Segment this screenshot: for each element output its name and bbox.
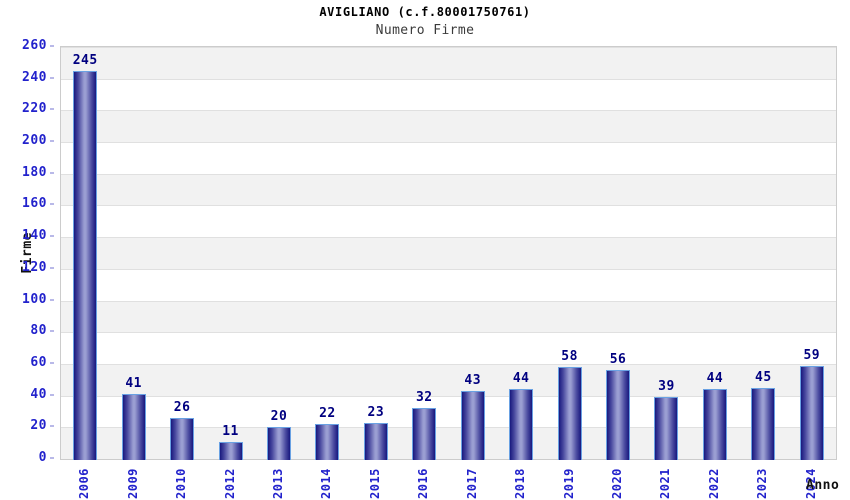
y-tick-label: 60 bbox=[30, 354, 47, 370]
x-tick-label: 2022 bbox=[706, 468, 721, 499]
y-tick-mark bbox=[50, 361, 54, 364]
bar bbox=[412, 408, 437, 460]
y-tick-label: 200 bbox=[22, 133, 47, 149]
y-tick-mark bbox=[50, 266, 54, 269]
x-tick-label: 2018 bbox=[513, 468, 528, 499]
bar bbox=[799, 365, 824, 460]
x-tick-label: 2020 bbox=[610, 468, 625, 499]
gridline bbox=[61, 332, 836, 334]
bar-value-label: 245 bbox=[72, 52, 98, 68]
x-tick-label: 2014 bbox=[319, 468, 334, 499]
bar-value-label: 44 bbox=[512, 371, 530, 387]
gridline bbox=[61, 205, 836, 207]
bar bbox=[266, 427, 291, 460]
bar-value-label: 58 bbox=[561, 349, 578, 365]
y-tick-mark bbox=[50, 425, 54, 428]
bar-value-label: 45 bbox=[755, 369, 772, 385]
gridline bbox=[61, 427, 836, 429]
bar bbox=[170, 417, 195, 460]
plot-band bbox=[61, 173, 836, 206]
bar-value-label: 20 bbox=[270, 409, 288, 425]
gridline bbox=[61, 268, 836, 270]
plot-band bbox=[61, 300, 836, 333]
y-tick-label: 80 bbox=[30, 323, 47, 339]
bar-value-label: 43 bbox=[464, 372, 482, 388]
y-tick-label: 140 bbox=[22, 228, 47, 244]
bar-value-label: 26 bbox=[173, 399, 191, 415]
bar-value-label: 44 bbox=[706, 371, 724, 387]
bar bbox=[702, 389, 727, 460]
gridline bbox=[61, 142, 836, 144]
y-tick-label: 260 bbox=[22, 38, 47, 53]
bar-value-label: 22 bbox=[319, 406, 336, 422]
bar bbox=[509, 389, 534, 460]
plot-band bbox=[61, 47, 836, 79]
bar bbox=[73, 70, 98, 460]
bar bbox=[315, 424, 340, 460]
x-tick-label: 2021 bbox=[658, 468, 673, 499]
gridline bbox=[61, 110, 836, 112]
plot-area: 245 41 26 11 20 22 23 32 43 44 58 56 39 44 45 59 bbox=[60, 46, 837, 460]
y-tick-mark bbox=[50, 76, 54, 79]
y-tick-label: 160 bbox=[22, 196, 47, 212]
plot-band bbox=[61, 237, 836, 269]
x-tick-label: 2015 bbox=[367, 468, 382, 499]
x-tick-label: 2012 bbox=[222, 468, 237, 499]
bar-value-label: 39 bbox=[658, 379, 675, 395]
bar-value-label: 23 bbox=[367, 404, 385, 420]
x-tick-label: 2009 bbox=[125, 468, 140, 499]
bar bbox=[218, 441, 243, 460]
bar-value-label: 32 bbox=[415, 390, 433, 406]
gridline bbox=[61, 363, 836, 365]
y-tick-label: 40 bbox=[30, 386, 47, 402]
y-tick-mark bbox=[50, 393, 54, 396]
x-tick-label: 2023 bbox=[755, 468, 770, 499]
bar-value-label: 59 bbox=[803, 347, 821, 363]
bar-value-label: 11 bbox=[222, 423, 239, 439]
bar bbox=[363, 422, 388, 460]
y-tick-mark bbox=[50, 108, 54, 111]
gridline bbox=[61, 173, 836, 175]
gridline bbox=[61, 395, 836, 397]
gridline bbox=[61, 47, 836, 48]
gridline bbox=[61, 237, 836, 239]
x-tick-label: 2019 bbox=[561, 468, 576, 499]
bar bbox=[557, 367, 582, 460]
y-tick-mark bbox=[50, 203, 54, 206]
chart-subtitle: Numero Firme bbox=[375, 23, 475, 38]
y-tick-mark bbox=[50, 140, 54, 143]
y-tick-label: 20 bbox=[30, 418, 47, 434]
chart-title: AVIGLIANO (c.f.80001750761) bbox=[319, 5, 531, 19]
y-tick-label: 180 bbox=[22, 164, 47, 180]
gridline bbox=[61, 78, 836, 80]
y-tick-mark bbox=[50, 330, 54, 333]
y-tick-mark bbox=[50, 457, 54, 459]
y-tick-label: 0 bbox=[38, 450, 47, 465]
y-tick-mark bbox=[50, 45, 54, 47]
y-tick-mark bbox=[50, 235, 54, 238]
bar bbox=[460, 390, 485, 460]
x-axis-label: Anno bbox=[806, 478, 840, 493]
bar bbox=[606, 370, 631, 460]
x-tick-label: 2006 bbox=[77, 468, 92, 499]
x-tick-label: 2017 bbox=[464, 468, 479, 499]
y-tick-mark bbox=[50, 171, 54, 174]
y-tick-label: 100 bbox=[22, 291, 47, 307]
y-tick-label: 240 bbox=[22, 69, 47, 85]
x-tick-label: 2016 bbox=[416, 468, 431, 499]
gridline bbox=[61, 300, 836, 302]
x-tick-label: 2010 bbox=[174, 468, 189, 499]
y-tick-label: 220 bbox=[22, 101, 47, 117]
y-tick-mark bbox=[50, 298, 54, 301]
bar bbox=[654, 397, 679, 460]
plot-band bbox=[61, 110, 836, 143]
y-tick-label: 120 bbox=[22, 259, 47, 275]
bar bbox=[121, 394, 146, 460]
x-tick-label: 2013 bbox=[270, 468, 285, 499]
bar-value-label: 56 bbox=[609, 352, 627, 368]
bar-value-label: 41 bbox=[125, 376, 142, 392]
bar bbox=[751, 387, 776, 460]
